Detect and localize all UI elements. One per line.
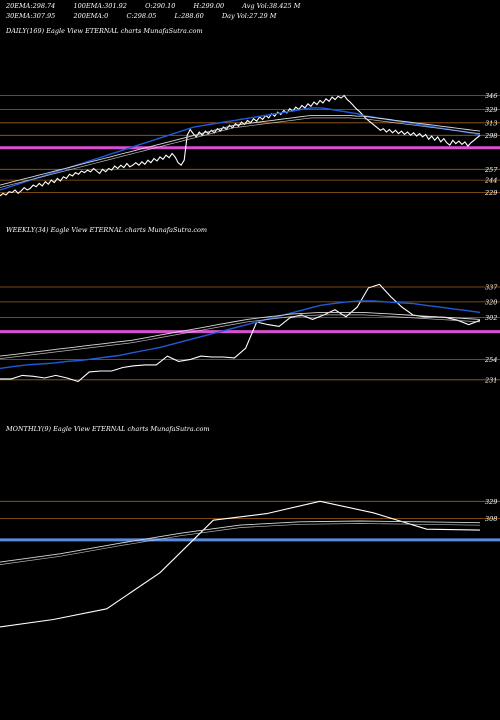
- weekly-ytick-label-0: 337: [485, 284, 498, 292]
- monthly-ema-slow-line: [0, 520, 481, 563]
- weekly-ytick-label-4: 231: [484, 376, 497, 384]
- monthly-ema-slow-shadow-line: [0, 523, 481, 565]
- header-dayvol-value: 27.29 M: [249, 12, 277, 20]
- header-30ema-label: 30EMA:: [6, 12, 33, 20]
- header-avgvol-label: Avg Vol:: [242, 2, 269, 10]
- header-row-2: 30EMA:307.95 200EMA:0 C:298.05 L:288.60 …: [6, 12, 276, 20]
- weekly-ytick-label-2: 302: [485, 314, 497, 322]
- daily-ytick-label-2: 313: [485, 119, 497, 127]
- monthly-price-line: [0, 500, 481, 628]
- header-dayvol-label: Day Vol:: [221, 12, 250, 20]
- header-30ema-value: 307.95: [32, 12, 56, 20]
- daily-ytick-label-5: 244: [484, 177, 497, 185]
- monthly-ytick-label-0: 329: [485, 498, 497, 506]
- header-high-value: 299.00: [201, 2, 225, 10]
- daily-ytick-label-3: 298: [484, 132, 497, 140]
- header-open-value: 290.10: [152, 2, 176, 10]
- header-open-label: O:: [145, 2, 153, 10]
- daily-ytick-label-0: 346: [485, 92, 497, 100]
- daily-ema-slow-shadow-line: [0, 117, 481, 188]
- daily-ema-slow-line: [0, 114, 481, 186]
- weekly-ytick-label-1: 320: [485, 298, 497, 306]
- header-200ema-value: 0: [104, 12, 109, 20]
- header-close-label: C:: [126, 12, 134, 20]
- daily-ytick-label-1: 329: [485, 106, 497, 114]
- monthly-panel-title: MONTHLY(9) Eagle View ETERNAL charts Mun…: [6, 425, 210, 433]
- monthly-ytick-label-1: 308: [485, 515, 497, 523]
- header-20ema-value: 298.74: [32, 2, 56, 10]
- header-close-value: 298.05: [133, 12, 157, 20]
- weekly-ema-slow-line: [0, 311, 481, 357]
- weekly-price-line: [0, 283, 481, 383]
- daily-ema-fast-line: [0, 107, 481, 191]
- header-20ema-label: 20EMA:: [6, 2, 33, 10]
- header-100ema-value: 301.92: [104, 2, 127, 10]
- header-200ema-label: 200EMA:: [73, 12, 105, 20]
- weekly-panel-title: WEEKLY(34) Eagle View ETERNAL charts Mun…: [6, 226, 208, 234]
- weekly-ytick-label-3: 254: [484, 356, 497, 364]
- header-100ema-label: 100EMA:: [73, 2, 105, 10]
- header-row-1: 20EMA:298.74 100EMA:301.92 O:290.10 H:29…: [6, 2, 300, 10]
- weekly-ema-fast-line: [0, 300, 481, 370]
- weekly-ema-slow-shadow-line: [0, 314, 481, 359]
- header-avgvol-value: 38.425 M: [268, 2, 301, 10]
- daily-ytick-label-4: 257: [484, 166, 498, 174]
- daily-ytick-label-6: 229: [484, 189, 497, 197]
- daily-price-line: [0, 94, 481, 197]
- header-high-label: H:: [193, 2, 202, 10]
- header-low-value: 288.60: [181, 12, 204, 20]
- header-low-label: L:: [174, 12, 182, 20]
- daily-panel-title: DAILY(169) Eagle View ETERNAL charts Mun…: [6, 27, 203, 35]
